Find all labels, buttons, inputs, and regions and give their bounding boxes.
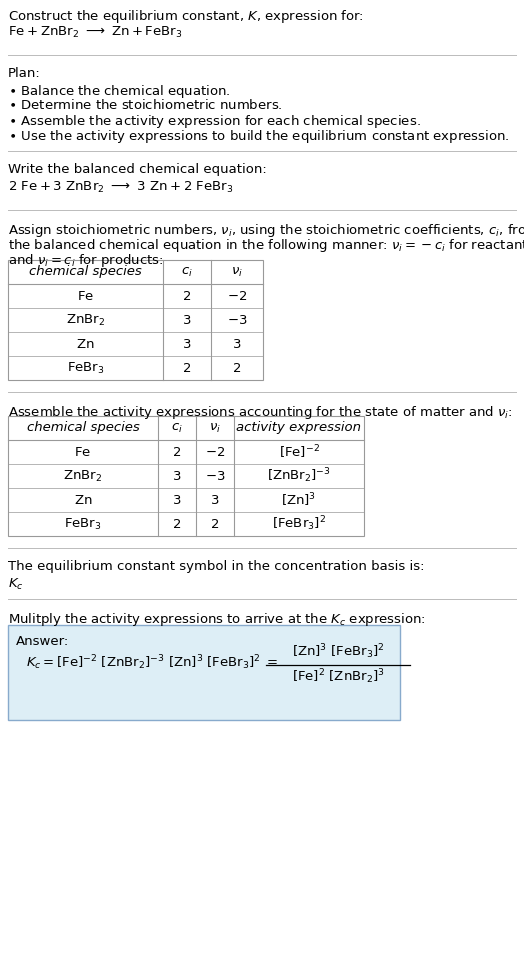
FancyBboxPatch shape [8, 416, 364, 536]
Text: $-2$: $-2$ [205, 446, 225, 458]
Text: $\mathrm{FeBr_3}$: $\mathrm{FeBr_3}$ [64, 516, 102, 531]
Text: $\mathrm{Zn}$: $\mathrm{Zn}$ [74, 494, 92, 506]
Text: 3: 3 [183, 337, 191, 351]
Text: Construct the equilibrium constant, $K$, expression for:: Construct the equilibrium constant, $K$,… [8, 8, 364, 25]
Text: Write the balanced chemical equation:: Write the balanced chemical equation: [8, 163, 267, 176]
Text: 2: 2 [211, 518, 219, 530]
Text: $\nu_i$: $\nu_i$ [231, 265, 243, 279]
Text: 3: 3 [173, 470, 181, 482]
Text: activity expression: activity expression [236, 422, 362, 434]
Text: $\nu_i$: $\nu_i$ [209, 422, 221, 434]
Text: $-3$: $-3$ [227, 313, 247, 327]
Text: $\bullet\ $Balance the chemical equation.: $\bullet\ $Balance the chemical equation… [8, 83, 231, 100]
Text: 3: 3 [183, 313, 191, 327]
Text: 3: 3 [211, 494, 219, 506]
Text: $[\mathrm{Zn}]^{3}$: $[\mathrm{Zn}]^{3}$ [281, 491, 316, 508]
FancyBboxPatch shape [8, 625, 400, 720]
Text: Plan:: Plan: [8, 67, 41, 80]
Text: $K_c = [\mathrm{Fe}]^{-2}\ [\mathrm{ZnBr_2}]^{-3}\ [\mathrm{Zn}]^{3}\ [\mathrm{F: $K_c = [\mathrm{Fe}]^{-2}\ [\mathrm{ZnBr… [26, 653, 279, 673]
Text: $\bullet\ $Use the activity expressions to build the equilibrium constant expres: $\bullet\ $Use the activity expressions … [8, 128, 509, 145]
Text: $[\mathrm{Fe}]^{-2}$: $[\mathrm{Fe}]^{-2}$ [279, 443, 320, 460]
Text: chemical species: chemical species [29, 265, 142, 279]
Text: $c_i$: $c_i$ [171, 422, 183, 434]
Text: $\mathrm{FeBr_3}$: $\mathrm{FeBr_3}$ [67, 360, 104, 376]
Text: $K_c$: $K_c$ [8, 577, 24, 592]
FancyBboxPatch shape [8, 260, 263, 380]
Text: and $\nu_i = c_i$ for products:: and $\nu_i = c_i$ for products: [8, 252, 163, 269]
Text: 2: 2 [233, 361, 241, 375]
Text: $\mathrm{ZnBr_2}$: $\mathrm{ZnBr_2}$ [63, 468, 103, 483]
Text: $[\mathrm{FeBr_3}]^{2}$: $[\mathrm{FeBr_3}]^{2}$ [272, 515, 326, 533]
Text: chemical species: chemical species [27, 422, 139, 434]
Text: Assemble the activity expressions accounting for the state of matter and $\nu_i$: Assemble the activity expressions accoun… [8, 404, 512, 421]
Text: $\mathrm{ZnBr_2}$: $\mathrm{ZnBr_2}$ [66, 312, 105, 328]
Text: Answer:: Answer: [16, 635, 69, 648]
Text: $\mathrm{Fe + ZnBr_2}\ \longrightarrow\ \mathrm{Zn + FeBr_3}$: $\mathrm{Fe + ZnBr_2}\ \longrightarrow\ … [8, 25, 182, 40]
Text: 2: 2 [183, 361, 191, 375]
Text: 2: 2 [183, 289, 191, 303]
Text: $[\mathrm{ZnBr_2}]^{-3}$: $[\mathrm{ZnBr_2}]^{-3}$ [267, 467, 331, 485]
Text: Assign stoichiometric numbers, $\nu_i$, using the stoichiometric coefficients, $: Assign stoichiometric numbers, $\nu_i$, … [8, 222, 524, 239]
Text: $\mathrm{2\ Fe + 3\ ZnBr_2}\ \longrightarrow\ \mathrm{3\ Zn + 2\ FeBr_3}$: $\mathrm{2\ Fe + 3\ ZnBr_2}\ \longrighta… [8, 180, 233, 195]
Text: 2: 2 [173, 446, 181, 458]
Text: 3: 3 [233, 337, 241, 351]
Text: $\mathrm{Fe}$: $\mathrm{Fe}$ [77, 289, 94, 303]
Text: $\bullet\ $Determine the stoichiometric numbers.: $\bullet\ $Determine the stoichiometric … [8, 98, 282, 112]
Text: 3: 3 [173, 494, 181, 506]
Text: $-2$: $-2$ [227, 289, 247, 303]
Text: $[\mathrm{Fe}]^{2}\ [\mathrm{ZnBr_2}]^{3}$: $[\mathrm{Fe}]^{2}\ [\mathrm{ZnBr_2}]^{3… [292, 668, 385, 686]
Text: The equilibrium constant symbol in the concentration basis is:: The equilibrium constant symbol in the c… [8, 560, 424, 573]
Text: $-3$: $-3$ [205, 470, 225, 482]
Text: $[\mathrm{Zn}]^{3}\ [\mathrm{FeBr_3}]^{2}$: $[\mathrm{Zn}]^{3}\ [\mathrm{FeBr_3}]^{2… [292, 643, 384, 661]
Text: $\mathrm{Fe}$: $\mathrm{Fe}$ [74, 446, 92, 458]
Text: $\mathrm{Zn}$: $\mathrm{Zn}$ [77, 337, 95, 351]
Text: Mulitply the activity expressions to arrive at the $K_c$ expression:: Mulitply the activity expressions to arr… [8, 611, 426, 628]
Text: 2: 2 [173, 518, 181, 530]
Text: the balanced chemical equation in the following manner: $\nu_i = -c_i$ for react: the balanced chemical equation in the fo… [8, 237, 524, 254]
Text: $c_i$: $c_i$ [181, 265, 193, 279]
Text: $\bullet\ $Assemble the activity expression for each chemical species.: $\bullet\ $Assemble the activity express… [8, 113, 421, 130]
